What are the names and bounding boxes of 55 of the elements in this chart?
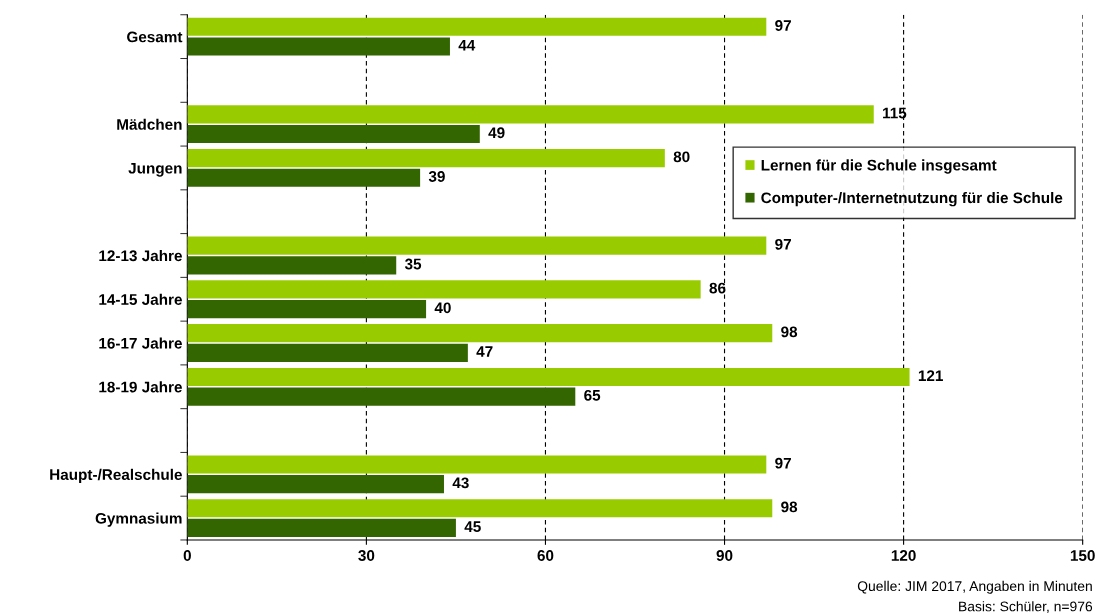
source-note: Quelle: JIM 2017, Angaben in Minuten [857, 580, 1092, 594]
bar [187, 475, 444, 494]
bar [187, 236, 767, 255]
bar [187, 105, 874, 124]
x-tick-label: 90 [716, 550, 733, 561]
data-label: 43 [452, 477, 469, 489]
bar [187, 168, 421, 187]
bar [187, 455, 767, 474]
data-label: 40 [434, 302, 451, 314]
y-tick-label: Gymnasium [95, 512, 182, 527]
bar [187, 280, 701, 299]
bar [187, 518, 456, 537]
bar [187, 367, 910, 386]
x-tick-label: 0 [183, 550, 191, 561]
data-label: 97 [775, 20, 791, 31]
data-label: 44 [458, 39, 476, 51]
bar [187, 324, 773, 343]
x-tick-label: 30 [358, 550, 375, 561]
data-label: 39 [428, 171, 445, 182]
y-tick-label: 14-15 Jahre [99, 293, 182, 305]
x-tick-label: 60 [537, 550, 554, 561]
text: Basis: Schüler, n=976 [959, 601, 1093, 613]
data-label: 65 [584, 389, 601, 401]
y-tick-label: Haupt-/Realschule [50, 468, 182, 484]
bar [187, 149, 665, 168]
legend-label: Lernen für die Schule insgesamt [761, 159, 997, 174]
bar [187, 300, 427, 319]
data-label: 86 [709, 282, 726, 294]
data-label: 115 [883, 107, 907, 119]
y-tick-label: Gesamt [127, 31, 183, 43]
data-label: 97 [775, 457, 791, 469]
bar [187, 256, 397, 275]
bar [187, 124, 480, 144]
bar [187, 37, 450, 56]
bar [187, 387, 576, 406]
y-tick-label: 12-13 Jahre [99, 249, 182, 262]
y-tick-label: Mädchen [117, 118, 182, 130]
data-label: 98 [781, 501, 798, 513]
bar [187, 343, 468, 362]
bar [187, 17, 767, 36]
y-tick-label: 16-17 Jahre [99, 337, 182, 349]
bar [187, 499, 773, 518]
data-label: 121 [918, 370, 943, 381]
data-label: 47 [476, 346, 493, 357]
y-tick-label: Jungen [128, 162, 182, 177]
x-tick-label: 150 [1070, 550, 1095, 561]
data-label: 98 [781, 326, 798, 338]
data-label: 35 [404, 258, 422, 270]
data-label: 80 [673, 151, 690, 163]
data-label: 45 [464, 521, 481, 533]
x-tick-label: 120 [891, 550, 916, 561]
data-label: 49 [488, 127, 505, 139]
y-tick-label: 18-19 Jahre [99, 381, 182, 393]
legend-label: Computer-/Internetnutzung für die Schule [761, 191, 1063, 207]
data-label: 97 [775, 238, 791, 250]
